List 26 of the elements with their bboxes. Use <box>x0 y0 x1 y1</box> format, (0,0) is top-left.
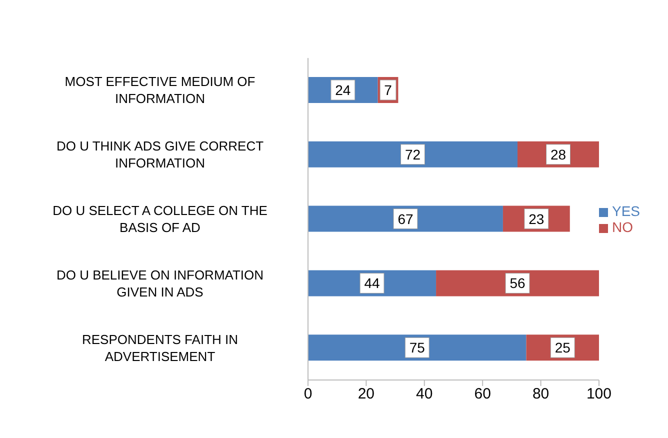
data-label: 72 <box>404 146 421 162</box>
data-label: 7 <box>384 82 392 98</box>
legend-label: YES <box>612 203 640 219</box>
y-tick-label: MOST EFFECTIVE MEDIUM OF INFORMATION <box>64 74 256 106</box>
data-label: 67 <box>398 210 414 227</box>
data-label: 28 <box>550 146 566 162</box>
y-tick-label: DO U THINK ADS GIVE CORRECT INFORMATION <box>56 138 264 171</box>
data-label: 44 <box>364 275 380 292</box>
data-label: 75 <box>409 340 426 356</box>
data-label: 25 <box>554 340 571 356</box>
bar <box>308 141 518 168</box>
bar <box>436 270 599 296</box>
x-tick-label: 20 <box>358 386 375 403</box>
data-label: 23 <box>528 210 544 227</box>
legend-label: NO <box>612 219 633 235</box>
bar <box>308 334 526 361</box>
x-tick-label: 40 <box>416 386 433 403</box>
y-tick-label: RESPONDENTS FAITH IN ADVERTISEMENT <box>82 332 238 364</box>
x-tick-label: 100 <box>586 386 612 403</box>
x-tick-label: 0 <box>304 386 312 403</box>
data-label: 56 <box>510 275 526 292</box>
x-tick-label: 60 <box>474 386 491 403</box>
y-tick-label: DO U BELIEVE ON INFORMATION GIVEN IN ADS <box>56 267 264 300</box>
data-label: 24 <box>335 82 351 98</box>
x-tick-label: 80 <box>532 386 550 403</box>
y-tick-label: DO U SELECT A COLLEGE ON THE BASIS OF AD <box>52 203 268 235</box>
